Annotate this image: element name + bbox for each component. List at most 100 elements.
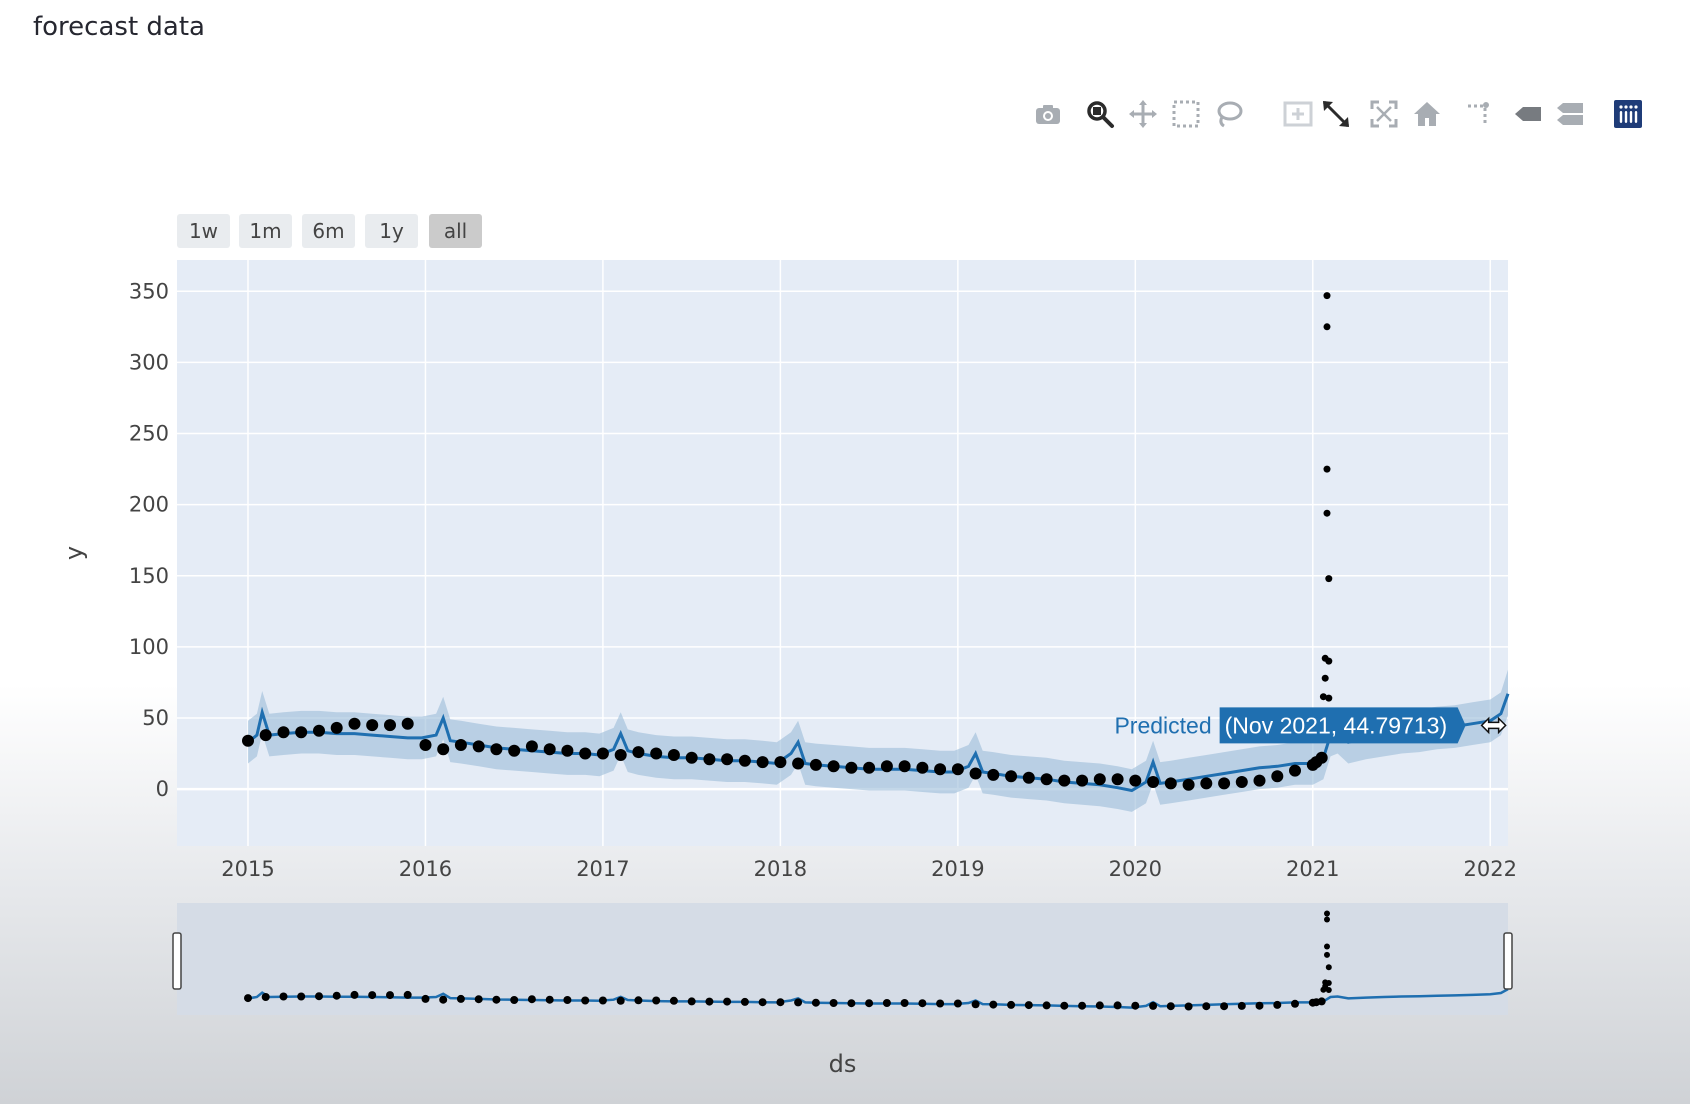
actual-point [632,746,645,759]
range-button-1m[interactable]: 1m [239,214,292,248]
actual-point [472,740,485,753]
actual-point [508,744,521,757]
actual-point [1319,693,1327,701]
slider-actual-point [936,999,945,1008]
actual-point [1325,657,1333,665]
actual-point [1323,509,1331,517]
autoscale-button[interactable] [1366,96,1402,132]
slider-actual-point [794,998,803,1007]
actual-point [951,763,964,776]
slider-actual-point [350,990,359,999]
range-slider[interactable] [172,903,1513,1015]
slider-actual-point [882,999,891,1007]
actual-point [880,760,893,773]
actual-point [366,719,379,732]
actual-point [1111,773,1124,786]
slider-actual-point [1007,1000,1016,1009]
actual-point [1253,774,1266,787]
x-tick-label: 2016 [399,857,452,881]
hover-closest-icon [1515,107,1541,121]
actual-point [685,751,698,764]
zoom-button[interactable] [1082,96,1118,132]
slider-actual-point [545,995,554,1004]
slider-actual-point [386,991,394,1000]
slider-actual-point [315,992,323,1001]
actual-point [1005,770,1018,783]
slider-actual-point [1166,1002,1175,1011]
slider-actual-point [456,994,465,1003]
zoom-in-button[interactable] [1280,96,1316,132]
actual-points [242,292,1333,791]
slider-actual-point [1184,1002,1193,1011]
actual-point [738,754,751,767]
uncertainty-band [248,669,1508,812]
download-plot-button[interactable] [1030,96,1066,132]
spike-lines-button[interactable] [1462,96,1498,132]
slider-actual-point [563,996,572,1004]
y-tick-label: 250 [129,422,169,446]
actual-point [1129,774,1142,787]
actual-point [242,734,254,747]
range-slider-right-handle[interactable] [1503,932,1513,990]
x-axis-title: ds [829,1050,857,1078]
range-button-1w[interactable]: 1w [177,214,230,248]
actual-point [543,743,556,756]
slider-actual-point [279,992,288,1001]
reset-axes-button[interactable] [1409,96,1445,132]
x-tick-label: 2019 [931,857,984,881]
slider-actual-point [332,991,341,1000]
actual-point [667,749,680,761]
hover-compare-button[interactable] [1552,96,1588,132]
actual-point [1271,770,1284,783]
slider-actual-point [403,990,412,999]
actual-point [1323,465,1331,473]
actual-point [1076,774,1089,787]
hover-tooltip: Predicted (Nov 2021, 44.79713) [1114,707,1466,744]
slider-actual-point [1113,1001,1122,1010]
slider-actual-point [669,996,678,1005]
actual-point [1093,773,1106,786]
actual-point [792,757,805,770]
x-tick-label: 2015 [221,857,274,881]
range-button-6m[interactable]: 6m [302,214,355,248]
range-button-all[interactable]: all [429,214,482,248]
actual-point [295,726,308,739]
slider-actual-point [297,992,306,1001]
pan-button[interactable] [1125,96,1161,132]
home-icon [1414,102,1440,126]
slider-actual-point [989,1000,998,1009]
slider-actual-point [510,996,519,1004]
y-tick-label: 50 [142,706,169,730]
y-tick-label: 0 [156,777,169,801]
actual-point [1325,694,1333,702]
x-tick-label: 2022 [1464,857,1517,881]
box-select-button[interactable] [1168,96,1204,132]
actual-point [1058,774,1071,787]
actual-point [525,740,538,753]
y-tick-label: 100 [129,635,169,659]
range-button-1y[interactable]: 1y [365,214,418,248]
y-tick-label: 350 [129,279,169,303]
slider-actual-point [740,997,749,1006]
slider-actual-point [1078,1001,1087,1010]
lasso-select-button[interactable] [1211,96,1247,132]
actual-point [419,739,432,751]
hover-series-name: Predicted [1114,712,1211,738]
actual-point [863,761,876,774]
zoom-out-button[interactable] [1318,96,1354,132]
hover-closest-button[interactable] [1510,96,1546,132]
slider-actual-point [1325,980,1332,986]
actual-point [987,768,1000,781]
actual-point [827,760,840,773]
plotly-logo-button[interactable] [1610,96,1646,132]
slider-actual-point [1255,1001,1264,1010]
slider-actual-point [1149,1001,1158,1010]
range-slider-left-handle[interactable] [172,932,182,990]
actual-point [916,761,929,774]
actual-point [1147,776,1160,788]
slider-actual-point [1324,943,1330,950]
slider-actual-point [1273,1000,1282,1009]
ew-resize-cursor-icon [1480,716,1507,735]
actual-point [774,756,787,769]
cursor-arrow-shape [1480,716,1507,735]
